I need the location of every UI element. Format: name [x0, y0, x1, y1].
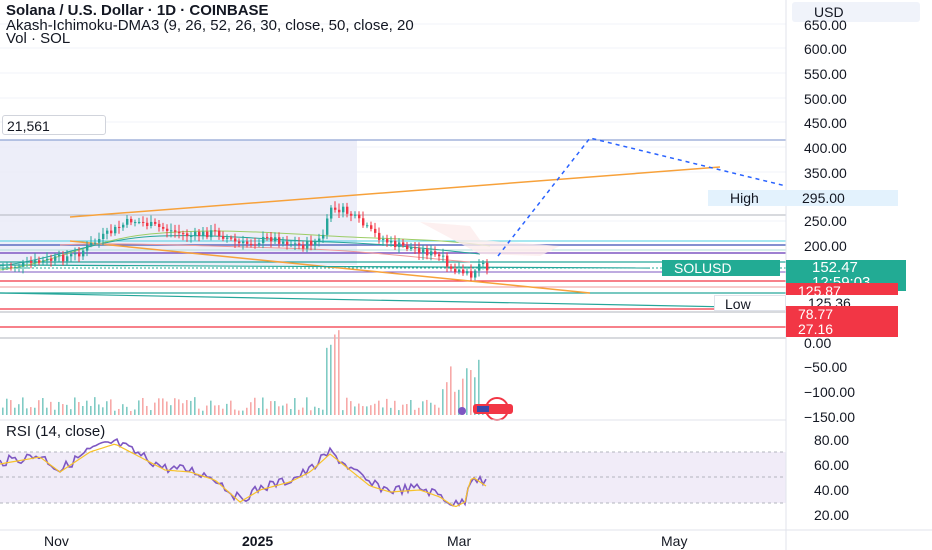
rsi-tick-60: 60.00 [814, 457, 850, 473]
projection-path[interactable] [497, 137, 787, 257]
highlight-range-box[interactable] [0, 140, 357, 265]
rsi-tick-20: 20.00 [814, 507, 850, 523]
time-label-nov: Nov [44, 533, 69, 549]
low-label: Low [714, 295, 786, 312]
crosshair-value-label: 21,561 [2, 115, 106, 135]
tick-250: 250.00 [804, 213, 847, 229]
rsi-pane [0, 419, 786, 508]
symbol-tag: SOLUSD [662, 260, 780, 276]
level-27-16-tag: 27.16 [786, 321, 898, 337]
horizontal-levels[interactable] [0, 139, 786, 339]
tick-minus-150: −150.00 [804, 409, 855, 425]
currency-button[interactable]: USD [792, 2, 920, 22]
last-price-tag: 152.47 [786, 260, 906, 276]
candlestick-series [2, 201, 489, 282]
tick-550: 550.00 [804, 66, 847, 82]
event-flag-icon[interactable] [458, 397, 513, 421]
chart-title[interactable]: Solana / U.S. Dollar · 1D · COINBASE [6, 2, 269, 19]
tick-minus-100: −100.00 [804, 384, 855, 400]
rsi-tick-80: 80.00 [814, 432, 850, 448]
volume-legend[interactable]: Vol · SOL [6, 30, 71, 47]
level-78-77-tag: 78.77 [786, 306, 898, 322]
time-label-may: May [661, 533, 688, 549]
tick-500: 500.00 [804, 91, 847, 107]
tick-650: 650.00 [804, 17, 847, 33]
tick-350: 350.00 [804, 165, 847, 181]
high-label: High [708, 190, 786, 206]
time-label-mar: Mar [447, 533, 472, 549]
tick-0: 0.00 [804, 335, 832, 351]
trend-lines[interactable] [0, 166, 787, 309]
time-label-2025: 2025 [242, 533, 274, 549]
tick-200: 200.00 [804, 238, 847, 254]
tick-600: 600.00 [804, 41, 847, 57]
volume-series [2, 330, 488, 415]
rsi-tick-40: 40.00 [814, 482, 850, 498]
rsi-legend[interactable]: RSI (14, close) [6, 423, 106, 440]
high-value-tag: 295.00 [786, 190, 898, 206]
indicator-legend[interactable]: Akash-Ichimoku-DMA3 (9, 26, 52, 26, 30, … [6, 17, 414, 34]
tick-400: 400.00 [804, 140, 847, 156]
tick-450: 450.00 [804, 115, 847, 131]
tick-minus-50: −50.00 [804, 359, 848, 375]
